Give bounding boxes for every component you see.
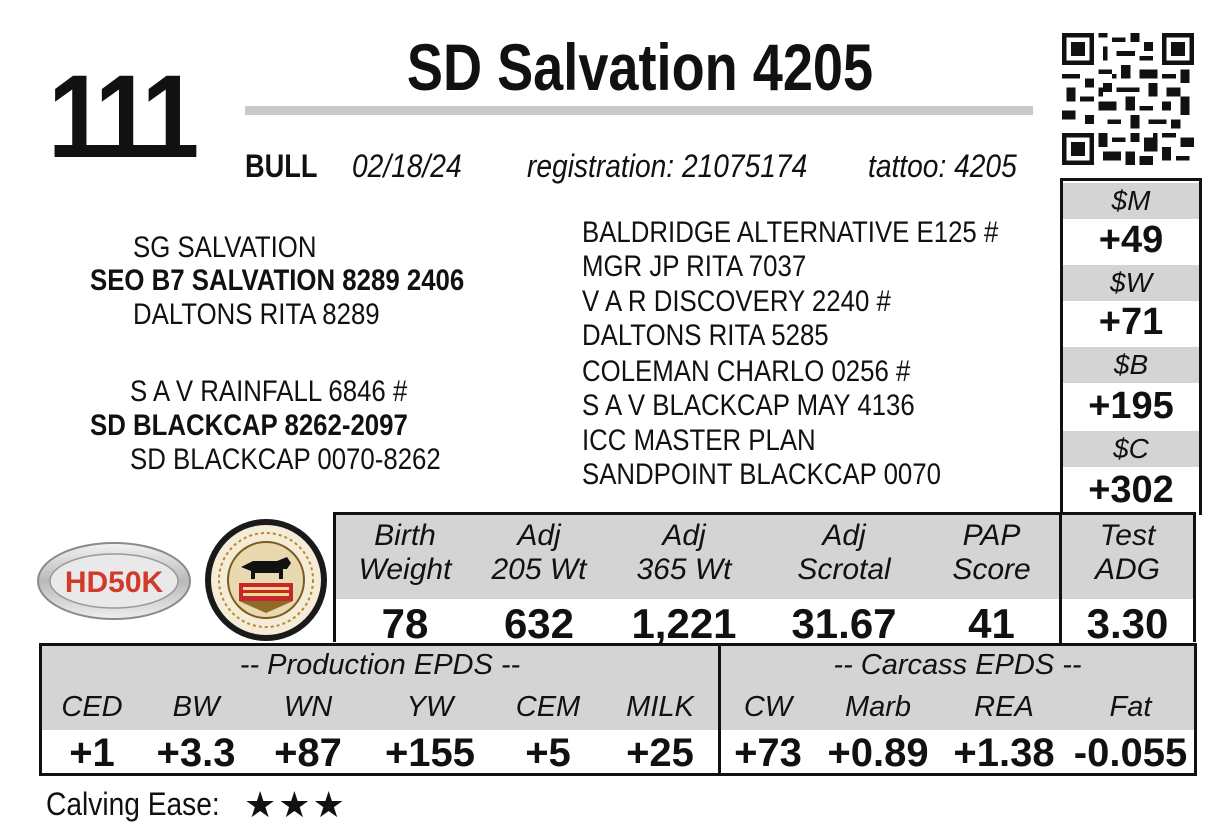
perf-header-line: Score (952, 553, 1031, 586)
epd-divider (718, 646, 721, 773)
pedigree-extended-3: V A R DISCOVERY 2240 # (582, 285, 891, 318)
pedigree-dam-dam: SD BLACKCAP 0070-8262 (130, 443, 441, 476)
epd-header-marb: Marb (844, 691, 912, 723)
lot-number: 111 (48, 51, 199, 183)
performance-header-row (336, 515, 1193, 599)
pedigree-extended-1: BALDRIDGE ALTERNATIVE E125 # (582, 216, 999, 249)
pedigree-sire: SEO B7 SALVATION 8289 2406 (90, 264, 465, 297)
perf-header-test-adg: Test ADG (1062, 519, 1193, 587)
perf-divider (1059, 515, 1062, 645)
index-value-m: +49 (1098, 219, 1164, 261)
perf-value-adj-scrotal: 31.67 (791, 600, 897, 647)
perf-header-line: ADG (1094, 553, 1160, 586)
perf-header-line: Adj (517, 519, 561, 552)
epd-value-cem: +5 (525, 731, 571, 775)
index-value-c: +302 (1088, 469, 1174, 511)
perf-header-birth-weight: Birth Weight (336, 519, 474, 587)
epd-value-bw: +3.3 (156, 731, 236, 775)
epd-table: -- Production EPDS -- -- Carcass EPDS --… (39, 643, 1197, 776)
perf-header-adj-365: Adj 365 Wt (604, 519, 764, 587)
epd-header-wn: WN (283, 691, 333, 723)
perf-header-line: Test (1099, 519, 1156, 552)
pedigree-extended-6: S A V BLACKCAP MAY 4136 (582, 389, 915, 422)
pedigree-extended-4: DALTONS RITA 5285 (582, 319, 829, 352)
epd-value-marb: +0.89 (827, 731, 929, 775)
epd-header-milk: MILK (626, 691, 694, 723)
perf-header-line: Adj (662, 519, 706, 552)
pedigree-extended-8: SANDPOINT BLACKCAP 0070 (582, 458, 941, 491)
perf-header-line: Scrotal (797, 553, 891, 586)
index-label-m: $M (1063, 183, 1199, 219)
hd50k-logo-icon: HD50K (37, 542, 191, 620)
certified-angus-seal-icon (205, 519, 327, 641)
animal-type: BULL (245, 148, 318, 184)
title-underline (245, 106, 1033, 115)
birth-date: 02/18/24 (352, 148, 462, 184)
perf-header-pap: PAP Score (924, 519, 1059, 587)
tattoo: tattoo: 4205 (868, 148, 1017, 184)
perf-header-line: Weight (358, 553, 452, 586)
perf-header-line: Birth (374, 519, 436, 552)
epd-value-yw: +155 (384, 731, 476, 775)
pedigree-sire-sire: SG SALVATION (133, 231, 317, 264)
epd-value-fat: -0.055 (1073, 731, 1188, 775)
epd-header-band (42, 646, 1194, 730)
pedigree-dam-sire: S A V RAINFALL 6846 # (130, 375, 408, 408)
index-label-w: $W (1063, 265, 1199, 301)
animal-name-title: SD Salvation 4205 (406, 30, 874, 104)
perf-header-line: 205 Wt (491, 553, 587, 586)
dollar-index-panel: $M +49 $W +71 $B +195 $C +302 (1060, 178, 1202, 515)
pedigree-extended-2: MGR JP RITA 7037 (582, 250, 807, 283)
epd-value-rea: +1.38 (953, 731, 1055, 775)
epd-value-cw: +73 (734, 731, 802, 775)
epd-header-cem: CEM (515, 691, 581, 723)
index-value-b: +195 (1088, 385, 1174, 427)
index-label-c: $C (1063, 431, 1199, 467)
perf-value-pap: 41 (968, 600, 1015, 647)
epd-header-yw: YW (406, 691, 454, 723)
pedigree-extended-5: COLEMAN CHARLO 0256 # (582, 355, 911, 388)
perf-value-test-adg: 3.30 (1086, 600, 1169, 647)
epd-value-ced: +1 (69, 731, 115, 775)
perf-value-adj-205: 632 (503, 600, 575, 647)
perf-header-adj-scrotal: Adj Scrotal (764, 519, 924, 587)
production-epds-title: -- Production EPDS -- (239, 649, 521, 681)
performance-table: Birth Weight Adj 205 Wt Adj 365 Wt Adj S… (333, 512, 1196, 647)
perf-header-adj-205: Adj 205 Wt (474, 519, 604, 587)
pedigree-extended-7: ICC MASTER PLAN (582, 424, 816, 457)
epd-header-cw: CW (743, 691, 793, 723)
perf-value-birth-weight: 78 (381, 600, 429, 647)
epd-header-bw: BW (172, 691, 220, 723)
epd-header-fat: Fat (1109, 691, 1152, 723)
index-label-b: $B (1063, 347, 1199, 383)
perf-header-line: Adj (822, 519, 866, 552)
qr-code-icon[interactable] (1062, 33, 1194, 165)
registration-number: registration: 21075174 (527, 148, 808, 184)
carcass-epds-title: -- Carcass EPDS -- (833, 649, 1082, 681)
perf-header-line: PAP (962, 519, 1021, 552)
pedigree-dam: SD BLACKCAP 8262-2097 (90, 409, 408, 442)
epd-header-rea: REA (974, 691, 1034, 723)
index-value-w: +71 (1098, 301, 1164, 343)
pedigree-sire-dam: DALTONS RITA 8289 (133, 298, 380, 331)
epd-header-ced: CED (61, 691, 123, 723)
epd-value-wn: +87 (274, 731, 342, 775)
calving-ease-label: Calving Ease: (46, 786, 220, 822)
hd50k-text: HD50K (65, 566, 164, 599)
epd-value-milk: +25 (626, 731, 694, 775)
perf-header-line: 365 Wt (636, 553, 732, 586)
perf-value-adj-365: 1,221 (631, 600, 737, 647)
calving-ease-stars: ★★★ (244, 784, 347, 825)
